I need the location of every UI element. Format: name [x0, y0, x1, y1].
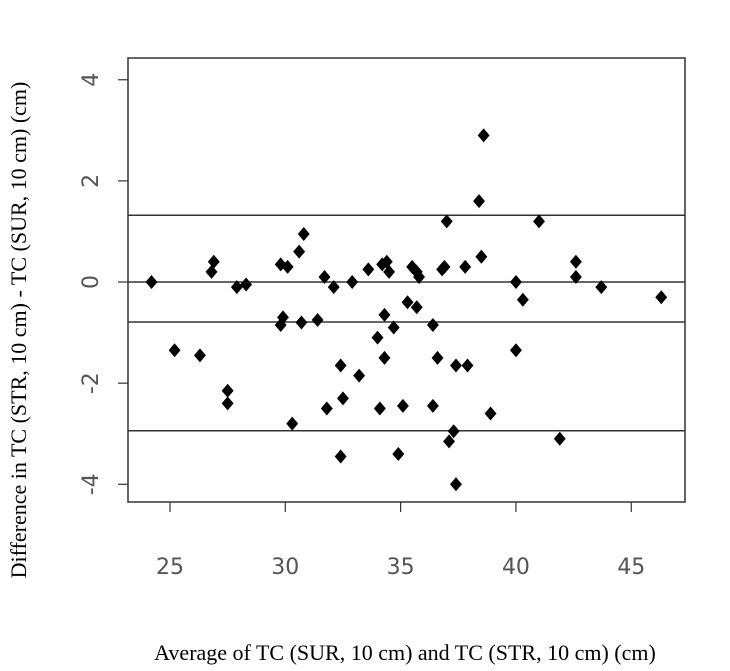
x-tick-label: 25	[156, 555, 184, 580]
y-tick-label: 0	[79, 275, 104, 289]
x-tick-label: 40	[502, 555, 530, 580]
point	[396, 398, 409, 413]
point	[473, 194, 485, 209]
point	[207, 254, 220, 269]
point	[373, 401, 386, 416]
point	[450, 477, 462, 492]
y-tick-label: -2	[79, 372, 104, 394]
point	[509, 343, 522, 358]
point	[392, 446, 405, 461]
point	[569, 269, 582, 284]
plot-frame	[127, 57, 686, 503]
point	[426, 398, 439, 413]
point	[362, 262, 375, 277]
point	[447, 424, 460, 439]
point	[426, 318, 439, 333]
point	[440, 214, 453, 229]
point	[401, 295, 414, 310]
point	[410, 300, 423, 315]
point	[346, 275, 359, 290]
point	[655, 290, 668, 305]
point	[281, 259, 294, 274]
point	[387, 320, 400, 335]
point	[371, 330, 384, 345]
point	[327, 280, 340, 295]
point	[230, 280, 243, 295]
point	[484, 406, 497, 421]
y-axis-label: Difference in TC (STR, 10 cm) - TC (SUR,…	[6, 82, 31, 579]
x-tick-label: 30	[271, 555, 299, 580]
point	[293, 244, 306, 259]
y-tick-label: 2	[79, 174, 104, 188]
point	[509, 275, 522, 290]
point	[286, 416, 299, 431]
point	[378, 307, 391, 322]
point	[413, 269, 426, 284]
x-axis-label: Average of TC (SUR, 10 cm) and TC (STR, …	[154, 640, 656, 665]
point	[221, 396, 234, 411]
point	[145, 275, 158, 290]
point	[240, 277, 253, 292]
point	[320, 401, 333, 416]
point	[383, 264, 396, 279]
point	[378, 350, 391, 365]
point	[553, 431, 566, 446]
point	[353, 368, 366, 383]
point	[459, 259, 472, 274]
point	[221, 383, 234, 398]
point	[461, 358, 474, 373]
point	[475, 249, 488, 264]
point	[168, 343, 181, 358]
point	[311, 312, 324, 327]
y-tick-label: 4	[79, 73, 104, 87]
point	[431, 350, 444, 365]
point	[205, 264, 218, 279]
point	[194, 348, 206, 363]
x-tick-label: 45	[617, 555, 645, 580]
point	[318, 269, 331, 284]
point	[297, 226, 310, 241]
point	[533, 214, 545, 229]
point	[569, 254, 582, 269]
y-tick-label: -4	[79, 473, 104, 495]
point	[277, 310, 289, 325]
point	[516, 292, 529, 307]
point	[450, 358, 462, 373]
point	[443, 434, 456, 449]
point	[595, 280, 608, 295]
point	[334, 449, 347, 464]
point	[337, 391, 349, 406]
x-tick-label: 35	[387, 555, 415, 580]
point	[380, 254, 393, 269]
point	[438, 259, 451, 274]
point	[477, 128, 490, 143]
point	[334, 358, 347, 373]
point	[295, 315, 308, 330]
